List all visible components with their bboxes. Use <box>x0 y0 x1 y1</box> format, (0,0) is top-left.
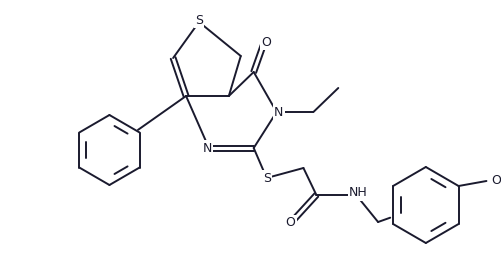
Text: O: O <box>285 216 295 230</box>
Text: NH: NH <box>348 186 367 199</box>
Text: S: S <box>194 13 202 26</box>
Text: O: O <box>261 36 271 49</box>
Text: S: S <box>262 171 270 184</box>
Text: N: N <box>202 141 211 154</box>
Text: O: O <box>490 174 500 187</box>
Text: N: N <box>274 105 283 119</box>
